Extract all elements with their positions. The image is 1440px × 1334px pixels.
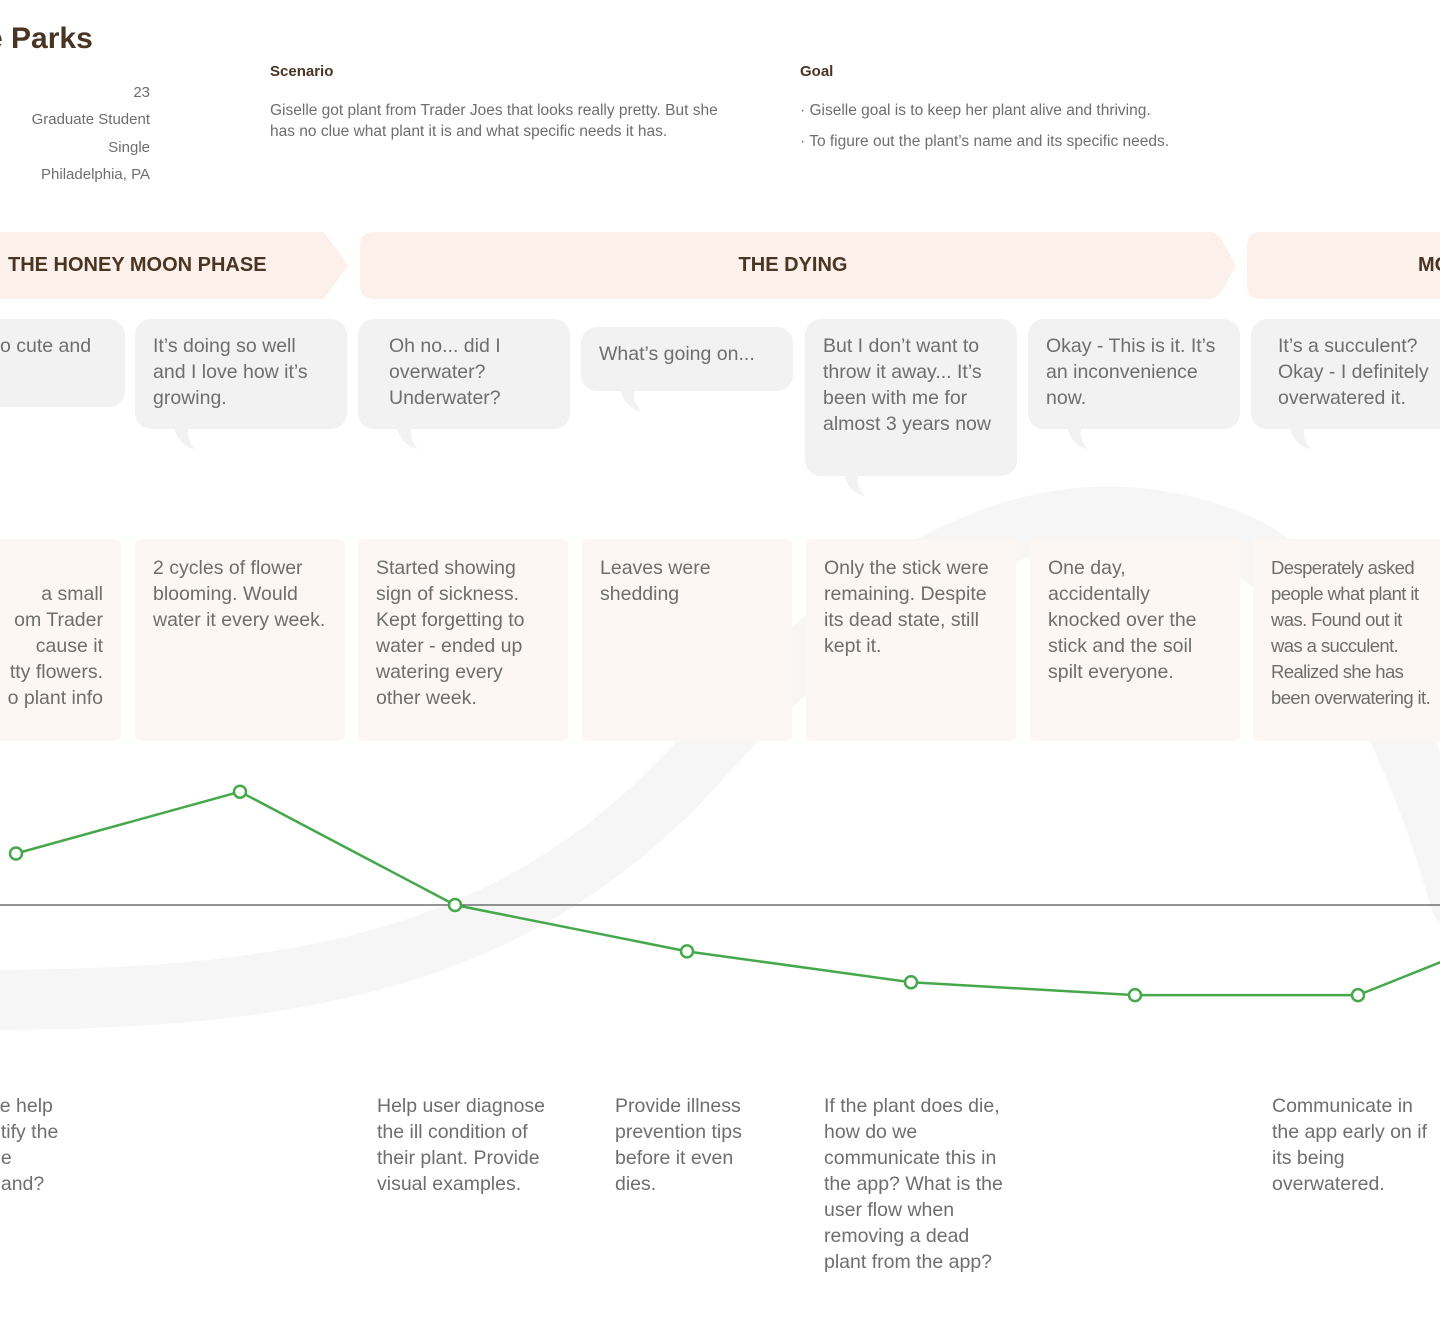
persona-name: e Parks (0, 22, 93, 55)
scenario-title: Scenario (270, 63, 334, 80)
persona-location: Philadelphia, PA (41, 166, 150, 183)
action-card: Only the stick were remaining. Despite i… (806, 539, 1016, 741)
emotion-point (447, 897, 463, 913)
emotion-point (1127, 987, 1143, 1003)
action-card: One day, accidentally knocked over the s… (1030, 539, 1240, 741)
opportunity-note: Help user diagnose the ill condition of … (377, 1095, 546, 1195)
action-text: Leaves were shedding (600, 557, 711, 605)
persona-age: 23 (133, 84, 150, 101)
action-text: 2 cycles of flower blooming. Would water… (153, 557, 326, 631)
thought-bubble: It’s a succulent? Okay - I definitely ov… (1251, 319, 1440, 449)
opportunity-note: Communicate in the app early on if its b… (1272, 1095, 1428, 1195)
goal-title: Goal (800, 63, 834, 80)
thought-text: It’s doing so well and I love how it’s g… (153, 335, 308, 409)
emotion-point (1350, 987, 1366, 1003)
thought-text: But I don’t want to throw it away... It’… (823, 335, 991, 435)
phase-label: THE HONEY MOON PHASE (8, 254, 267, 276)
phase-arrow-shape (0, 232, 348, 299)
opportunity-note: If the plant does die, how do we communi… (824, 1095, 1003, 1273)
emotion-point (679, 944, 695, 959)
emotion-point (8, 846, 24, 861)
persona-status: Single (108, 139, 150, 156)
thought-bubble: But I don’t want to throw it away... It’… (805, 319, 1017, 496)
persona-occupation: Graduate Student (31, 111, 150, 128)
phase-label: MO (1418, 254, 1440, 276)
goal-item: · To figure out the plant’s name and its… (800, 133, 1170, 150)
action-card: Leaves were shedding (582, 539, 792, 741)
action-card: 2 cycles of flower blooming. Would water… (135, 539, 345, 741)
opportunity-note: Provide illness prevention tips before i… (615, 1095, 742, 1195)
action-card: Started showing sign of sickness. Kept f… (358, 539, 568, 741)
action-text: Started showing sign of sickness. Kept f… (376, 557, 525, 709)
thought-text: Oh no... did I overwater? Underwater? (389, 335, 501, 409)
thought-bubble: What’s going on... (581, 327, 793, 411)
action-text: Only the stick were remaining. Despite i… (824, 557, 989, 657)
action-text: One day, accidentally knocked over the s… (1048, 557, 1197, 683)
bubble-tail (173, 425, 195, 449)
opportunity-note: ve help ntify the pe hand? (0, 1095, 59, 1195)
action-card: a small om Trader cause it tty flowers. … (0, 539, 121, 741)
thought-bubble: o cute and (0, 319, 125, 407)
action-card: Desperately asked people what plant it w… (1253, 539, 1440, 741)
action-text: a small om Trader cause it tty flowers. … (7, 583, 103, 709)
thought-bubble: Oh no... did I overwater? Underwater? (358, 319, 570, 449)
emotion-line (15, 790, 1440, 997)
bubble-tail (1289, 425, 1311, 449)
thought-text: It’s a succulent? Okay - I definitely ov… (1278, 335, 1429, 409)
thought-text: Okay - This is it. It’s an inconvenience… (1046, 335, 1216, 409)
phase-dying: THE DYING (360, 232, 1238, 299)
thought-bubble: Okay - This is it. It’s an inconvenience… (1028, 319, 1240, 449)
thought-text: What’s going on... (599, 343, 755, 365)
emotion-point (903, 975, 919, 990)
bubble-tail (843, 472, 865, 496)
phase-honeymoon: THE HONEY MOON PHASE (0, 232, 350, 299)
emotion-point (232, 784, 248, 799)
bubble-tail (619, 387, 641, 411)
phase-next: MO (1247, 232, 1440, 299)
phase-label: THE DYING (738, 254, 848, 276)
bubble-tail (1066, 425, 1088, 449)
action-text: Desperately asked people what plant it w… (1271, 557, 1431, 708)
bubble-tail (396, 425, 418, 449)
goal-item: · Giselle goal is to keep her plant aliv… (800, 102, 1151, 119)
phase-arrow-shape (1247, 232, 1440, 299)
scenario-text: Giselle got plant from Trader Joes that … (270, 102, 718, 140)
thought-text: o cute and (0, 335, 92, 357)
thought-bubble: It’s doing so well and I love how it’s g… (135, 319, 347, 449)
phase-arrow-shape (360, 232, 1236, 299)
